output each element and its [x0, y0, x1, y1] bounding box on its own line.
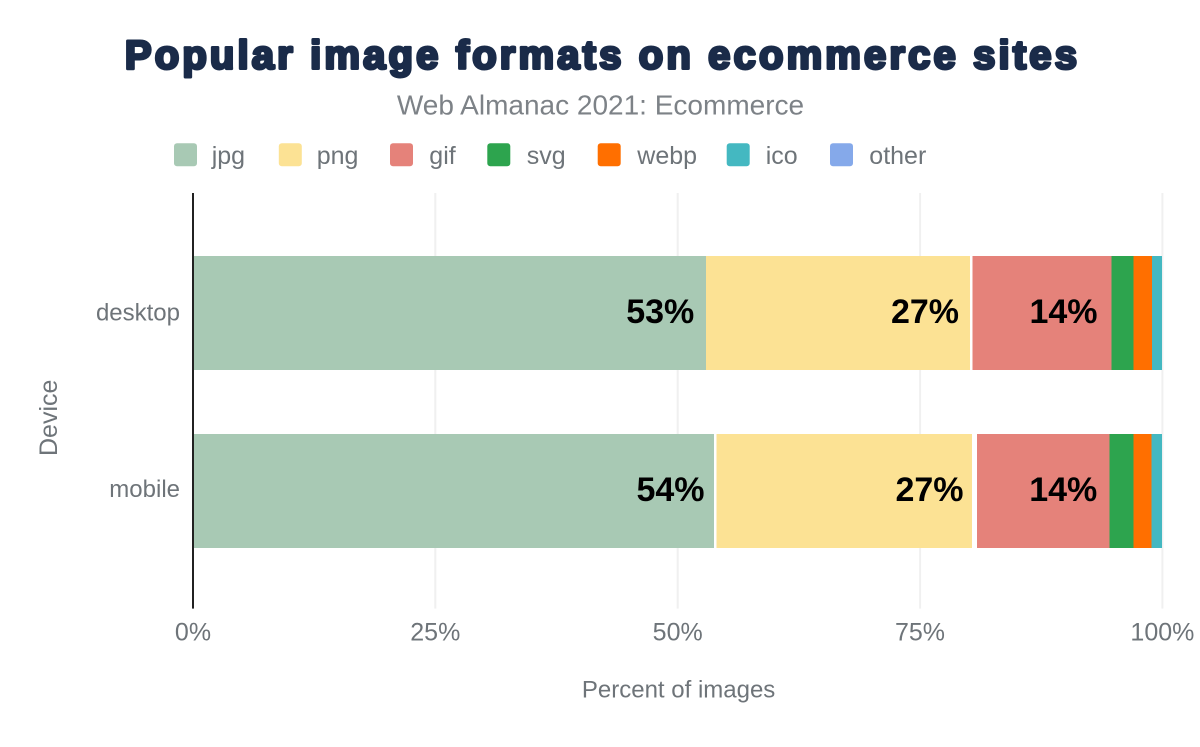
svg-text:75%: 75% [895, 619, 945, 647]
svg-text:mobile: mobile [109, 476, 180, 503]
svg-text:png: png [317, 142, 359, 170]
svg-text:14%: 14% [1029, 293, 1097, 331]
svg-text:ico: ico [766, 142, 798, 170]
svg-text:0%: 0% [175, 619, 211, 647]
svg-text:jpg: jpg [211, 142, 245, 170]
svg-text:Percent of images: Percent of images [582, 677, 775, 704]
svg-text:Popular image formats on ecomm: Popular image formats on ecommerce sites [125, 34, 1080, 78]
svg-text:54%: 54% [636, 471, 704, 509]
svg-text:27%: 27% [891, 293, 959, 331]
svg-text:Device: Device [35, 380, 63, 456]
svg-text:other: other [869, 142, 926, 170]
svg-text:desktop: desktop [96, 299, 180, 326]
svg-text:svg: svg [527, 142, 566, 170]
svg-text:53%: 53% [626, 293, 694, 331]
svg-text:27%: 27% [895, 471, 963, 509]
svg-text:webp: webp [636, 142, 697, 170]
svg-text:50%: 50% [653, 619, 703, 647]
svg-text:14%: 14% [1029, 471, 1097, 509]
svg-text:Web Almanac 2021: Ecommerce: Web Almanac 2021: Ecommerce [397, 90, 804, 121]
svg-text:25%: 25% [410, 619, 460, 647]
svg-text:100%: 100% [1130, 619, 1194, 647]
svg-text:gif: gif [429, 142, 455, 170]
